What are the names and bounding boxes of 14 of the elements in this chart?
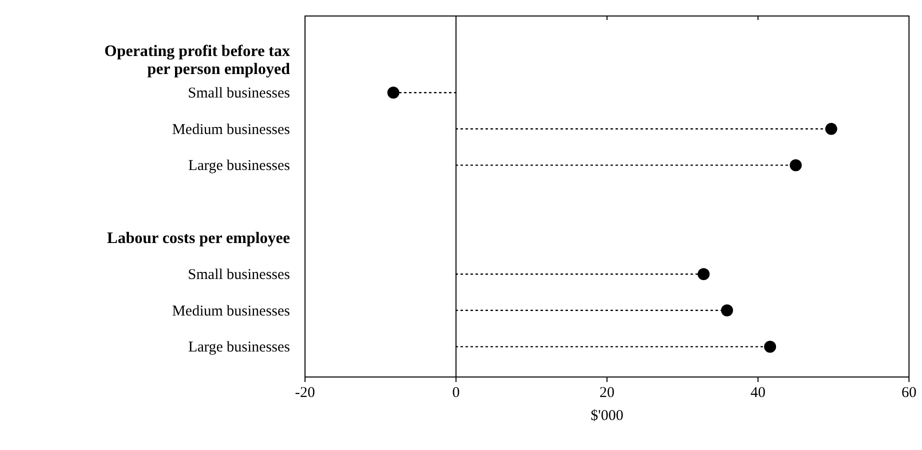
y-tick-label: Operating profit before tax per person employed: [104, 43, 290, 78]
y-tick-label: Small businesses: [188, 86, 290, 102]
x-tick-label: 20: [600, 385, 614, 401]
x-tick-label: 0: [452, 385, 460, 401]
x-tick-label: -20: [295, 385, 315, 401]
y-tick-label: Medium businesses: [172, 122, 290, 138]
x-axis-title: $'000: [590, 408, 624, 424]
x-tick-label: 60: [902, 385, 916, 401]
y-tick-label: Large businesses: [188, 158, 290, 174]
y-tick-label: Labour costs per employee: [107, 230, 290, 247]
y-tick-label: Medium businesses: [172, 303, 290, 320]
y-tick-label: Small businesses: [188, 267, 290, 284]
x-tick-label: 40: [750, 385, 766, 401]
y-tick-label: Large businesses: [188, 340, 290, 356]
